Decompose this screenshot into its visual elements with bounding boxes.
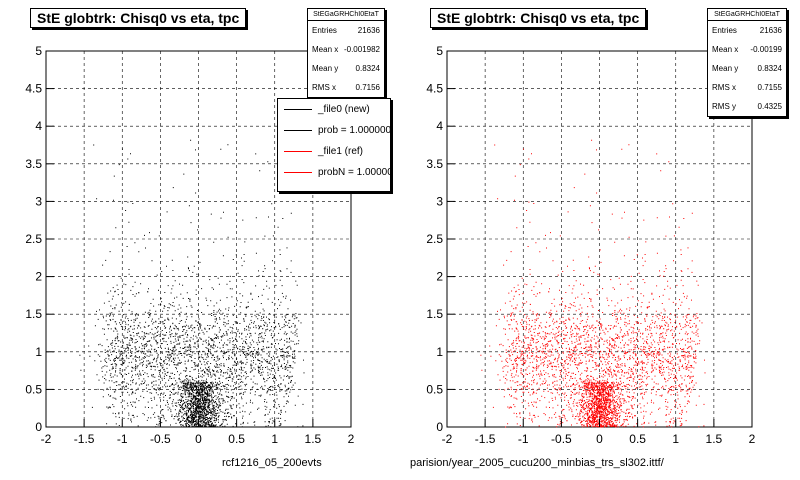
x-tick-label: -0.5 <box>551 432 572 446</box>
y-tick-label: 4.5 <box>25 82 42 96</box>
y-tick-label: 2.5 <box>426 232 443 246</box>
y-tick-label: 0 <box>35 420 42 434</box>
right-plot-title: StE globtrk: Chisq0 vs eta, tpc <box>430 8 647 28</box>
x-tick-label: 2 <box>348 432 355 446</box>
right-stats-box: StEGaGRHChI0EtaT Entries 21636 Mean x -0.0… <box>707 8 787 117</box>
left-plot-title: StE globtrk: Chisq0 vs eta, tpc <box>30 8 247 28</box>
legend-swatch <box>284 130 312 131</box>
y-tick-label: 1 <box>35 345 42 359</box>
x-tick-label: -1 <box>518 432 529 446</box>
scatter-points-ref <box>480 139 706 428</box>
y-tick-label: 0.5 <box>426 382 443 396</box>
y-tick-label: 0 <box>436 420 443 434</box>
legend-swatch <box>284 172 312 173</box>
right-stats-row: Mean y 0.8324 <box>712 64 782 73</box>
y-tick-label: 2 <box>436 270 443 284</box>
x-tick-label: 0.5 <box>228 432 245 446</box>
legend-entry: prob = 1.000000 <box>278 120 390 141</box>
legend-entry: _file0 (new) <box>278 99 390 120</box>
left-stats-box: StEGaGRHChI0EtaT Entries 21636 Mean x -0.0… <box>307 8 385 98</box>
scatter-points-new <box>79 139 305 428</box>
y-tick-label: 5 <box>436 44 443 58</box>
x-tick-label: -1.5 <box>475 432 496 446</box>
left-stats-row: Mean x -0.001982 <box>312 45 380 54</box>
legend-swatch <box>284 151 312 152</box>
x-tick-label: 2 <box>749 432 756 446</box>
left-stats-row: Entries 21636 <box>312 26 380 35</box>
x-tick-label: 1 <box>672 432 679 446</box>
y-tick-label: 0.5 <box>25 382 42 396</box>
x-tick-label: 1.5 <box>305 432 322 446</box>
y-tick-label: 2.5 <box>25 232 42 246</box>
y-tick-label: 1 <box>436 345 443 359</box>
right-stats-row: Entries 21636 <box>712 26 782 35</box>
y-tick-label: 3.5 <box>426 157 443 171</box>
right-stats-row: RMS y 0.4325 <box>712 102 782 111</box>
y-tick-label: 3 <box>35 194 42 208</box>
y-tick-label: 3.5 <box>25 157 42 171</box>
y-tick-label: 1.5 <box>426 307 443 321</box>
right-file-label: parision/year_2005_cucu200_minbias_trs_s… <box>410 457 664 469</box>
x-tick-label: 1 <box>271 432 278 446</box>
x-tick-label: 0 <box>195 432 202 446</box>
x-tick-label: -0.5 <box>150 432 171 446</box>
x-tick-label: 1.5 <box>706 432 723 446</box>
left-stats-row: RMS x 0.7156 <box>312 83 380 92</box>
legend-entry: _file1 (ref) <box>278 141 390 162</box>
left-file-label: rcf1216_05_200evts <box>222 457 322 469</box>
x-tick-label: 0 <box>596 432 603 446</box>
right-stats-row: RMS x 0.7155 <box>712 83 782 92</box>
y-tick-label: 2 <box>35 270 42 284</box>
left-stats-row: Mean y 0.8324 <box>312 64 380 73</box>
legend-swatch <box>284 109 312 110</box>
y-tick-label: 1.5 <box>25 307 42 321</box>
right-stats-header: StEGaGRHChI0EtaT <box>708 9 786 21</box>
y-tick-label: 4.5 <box>426 82 443 96</box>
left-legend: _file0 (new) prob = 1.000000 _file1 (ref… <box>277 98 391 192</box>
x-tick-label: -2 <box>41 432 52 446</box>
x-tick-label: 0.5 <box>629 432 646 446</box>
left-stats-header: StEGaGRHChI0EtaT <box>308 9 384 21</box>
y-tick-label: 3 <box>436 194 443 208</box>
legend-entry: probN = 1.000000 <box>278 162 390 183</box>
y-tick-label: 5 <box>35 44 42 58</box>
y-tick-label: 4 <box>436 119 443 133</box>
x-tick-label: -2 <box>442 432 453 446</box>
x-tick-label: -1.5 <box>74 432 95 446</box>
x-tick-label: -1 <box>117 432 128 446</box>
y-tick-label: 4 <box>35 119 42 133</box>
right-stats-row: Mean x -0.00199 <box>712 45 782 54</box>
